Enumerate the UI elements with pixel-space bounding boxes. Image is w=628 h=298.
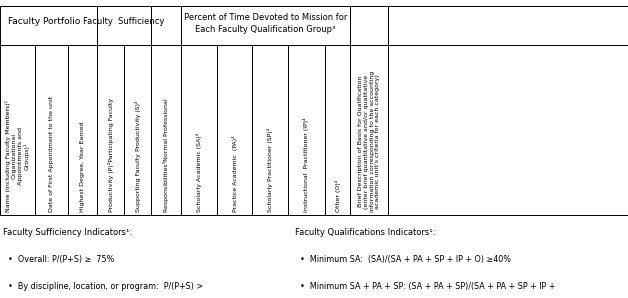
- Text: Faculty  Sufficiency: Faculty Sufficiency: [84, 17, 165, 26]
- Text: Scholarly Academic (SA)⁴: Scholarly Academic (SA)⁴: [196, 133, 202, 212]
- Text: •  By discipline, location, or program:  P/(P+S) >: • By discipline, location, or program: P…: [8, 282, 203, 291]
- Text: Brief Description of Basis for Qualification
(enter brief quantitative and/or qu: Brief Description of Basis for Qualifica…: [358, 71, 381, 212]
- Text: Productivity (P)²Participating Faculty: Productivity (P)²Participating Faculty: [108, 98, 114, 212]
- Bar: [252, 45, 288, 215]
- Text: Faculty Portfolio: Faculty Portfolio: [8, 17, 80, 26]
- Text: Date of First Appointment to the unit: Date of First Appointment to the unit: [49, 96, 53, 212]
- Bar: [0, 6, 97, 45]
- Bar: [97, 6, 151, 45]
- Text: •  Minimum SA + PA + SP: (SA + PA + SP)/(SA + PA + SP + IP +: • Minimum SA + PA + SP: (SA + PA + SP)/(…: [300, 282, 556, 291]
- Bar: [388, 45, 628, 215]
- Bar: [68, 45, 97, 215]
- Text: •  Minimum SA:  (SA)/(SA + PA + SP + IP + O) ≥40%: • Minimum SA: (SA)/(SA + PA + SP + IP + …: [300, 255, 511, 264]
- Bar: [97, 45, 124, 215]
- Bar: [325, 45, 350, 215]
- Bar: [217, 45, 252, 215]
- Bar: [181, 45, 217, 215]
- Text: Instructional  Practitioner (IP)⁴: Instructional Practitioner (IP)⁴: [303, 117, 310, 212]
- Text: Supporting Faculty Productivity (S)²: Supporting Faculty Productivity (S)²: [134, 101, 141, 212]
- Text: Percent of Time Devoted to Mission for
Each Faculty Qualification Group³: Percent of Time Devoted to Mission for E…: [184, 13, 347, 34]
- Bar: [288, 45, 325, 215]
- Text: Faculty Sufficiency Indicators¹:: Faculty Sufficiency Indicators¹:: [3, 228, 133, 237]
- Text: Faculty Qualifications Indicators¹:: Faculty Qualifications Indicators¹:: [295, 228, 436, 237]
- Text: Highest Degree, Year Earned: Highest Degree, Year Earned: [80, 122, 85, 212]
- Bar: [350, 6, 388, 45]
- Bar: [388, 6, 628, 45]
- Text: Responsibilities³Normal Professional: Responsibilities³Normal Professional: [163, 99, 169, 212]
- Text: Scholarly Practitioner (SP)⁴: Scholarly Practitioner (SP)⁴: [267, 128, 273, 212]
- Text: Name (including Faculty Members)¹
Organizational
Appointments and
Groups)¹: Name (including Faculty Members)¹ Organi…: [5, 100, 30, 212]
- Bar: [124, 45, 151, 215]
- Bar: [35, 45, 68, 215]
- Bar: [151, 6, 181, 45]
- Text: Other (O)⁴: Other (O)⁴: [335, 180, 341, 212]
- Bar: [0, 45, 35, 215]
- Text: Practice Academic  (PA)⁴: Practice Academic (PA)⁴: [232, 136, 237, 212]
- Bar: [350, 45, 388, 215]
- Bar: [181, 6, 350, 45]
- Bar: [151, 45, 181, 215]
- Text: •  Overall: P/(P+S) ≥  75%: • Overall: P/(P+S) ≥ 75%: [8, 255, 114, 264]
